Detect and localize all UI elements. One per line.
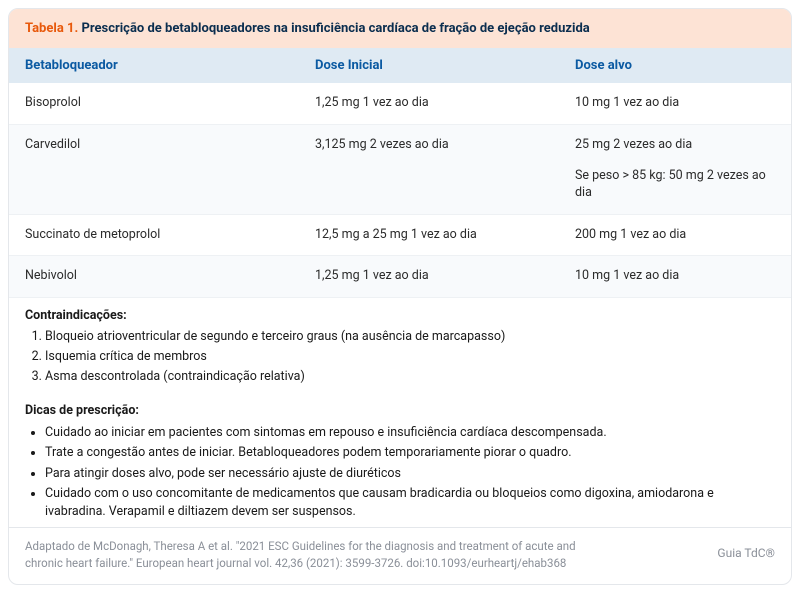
cell-drug: Nebivolol <box>25 268 315 285</box>
cell-target-main: 10 mg 1 vez ao dia <box>575 268 679 283</box>
table-header-row: Betabloqueador Dose Inicial Dose alvo <box>9 48 791 83</box>
column-header-drug: Betabloqueador <box>25 58 315 73</box>
brand-label: Guia TdC® <box>717 538 775 560</box>
tips-title: Dicas de prescrição: <box>25 403 775 418</box>
table-title-bar: Tabela 1. Prescrição de betabloqueadores… <box>9 9 791 48</box>
cell-target-extra: Se peso > 85 kg: 50 mg 2 vezes ao dia <box>575 168 775 202</box>
column-header-target-dose: Dose alvo <box>575 58 775 73</box>
contraindications-title: Contraindicações: <box>25 308 775 323</box>
table-row: Bisoprolol 1,25 mg 1 vez ao dia 10 mg 1 … <box>9 83 791 125</box>
list-item: Para atingir doses alvo, pode ser necess… <box>45 465 775 483</box>
cell-drug: Succinato de metoprolol <box>25 227 315 244</box>
cell-initial-dose: 3,125 mg 2 vezes ao dia <box>315 137 575 202</box>
cell-drug: Bisoprolol <box>25 95 315 112</box>
cell-target-dose: 10 mg 1 vez ao dia <box>575 268 775 285</box>
cell-target-dose: 10 mg 1 vez ao dia <box>575 95 775 112</box>
list-item: Bloqueio atrioventricular de segundo e t… <box>45 329 775 346</box>
column-header-initial-dose: Dose Inicial <box>315 58 575 73</box>
cell-target-dose: 200 mg 1 vez ao dia <box>575 227 775 244</box>
cell-initial-dose: 1,25 mg 1 vez ao dia <box>315 268 575 285</box>
list-item: Cuidado ao iniciar em pacientes com sint… <box>45 424 775 442</box>
tips-list: Cuidado ao iniciar em pacientes com sint… <box>25 424 775 521</box>
cell-target-main: 200 mg 1 vez ao dia <box>575 227 686 242</box>
cell-initial-dose: 12,5 mg a 25 mg 1 vez ao dia <box>315 227 575 244</box>
table-body: Bisoprolol 1,25 mg 1 vez ao dia 10 mg 1 … <box>9 83 791 298</box>
citation-text: Adaptado de McDonagh, Theresa A et al. "… <box>25 538 605 571</box>
table-title-prefix: Tabela 1. <box>25 21 78 36</box>
table-title-text: Prescrição de betabloqueadores na insufi… <box>81 21 589 36</box>
cell-target-dose: 25 mg 2 vezes ao dia Se peso > 85 kg: 50… <box>575 137 775 202</box>
card-footer: Adaptado de McDonagh, Theresa A et al. "… <box>9 527 791 583</box>
table-row: Succinato de metoprolol 12,5 mg a 25 mg … <box>9 215 791 257</box>
list-item: Asma descontrolada (contraindicação rela… <box>45 369 775 386</box>
cell-drug: Carvedilol <box>25 137 315 202</box>
cell-initial-dose: 1,25 mg 1 vez ao dia <box>315 95 575 112</box>
table-row: Nebivolol 1,25 mg 1 vez ao dia 10 mg 1 v… <box>9 256 791 298</box>
cell-target-main: 25 mg 2 vezes ao dia <box>575 137 692 152</box>
list-item: Isquemia crítica de membros <box>45 349 775 366</box>
contraindications-list: Bloqueio atrioventricular de segundo e t… <box>25 329 775 386</box>
list-item: Trate a congestão antes de iniciar. Beta… <box>45 444 775 462</box>
cell-target-main: 10 mg 1 vez ao dia <box>575 95 679 110</box>
table-card: Tabela 1. Prescrição de betabloqueadores… <box>8 8 792 585</box>
contraindications-section: Contraindicações: Bloqueio atrioventricu… <box>9 298 791 393</box>
table-row: Carvedilol 3,125 mg 2 vezes ao dia 25 mg… <box>9 125 791 215</box>
list-item: Cuidado com o uso concomitante de medica… <box>45 485 775 520</box>
tips-section: Dicas de prescrição: Cuidado ao iniciar … <box>9 393 791 528</box>
